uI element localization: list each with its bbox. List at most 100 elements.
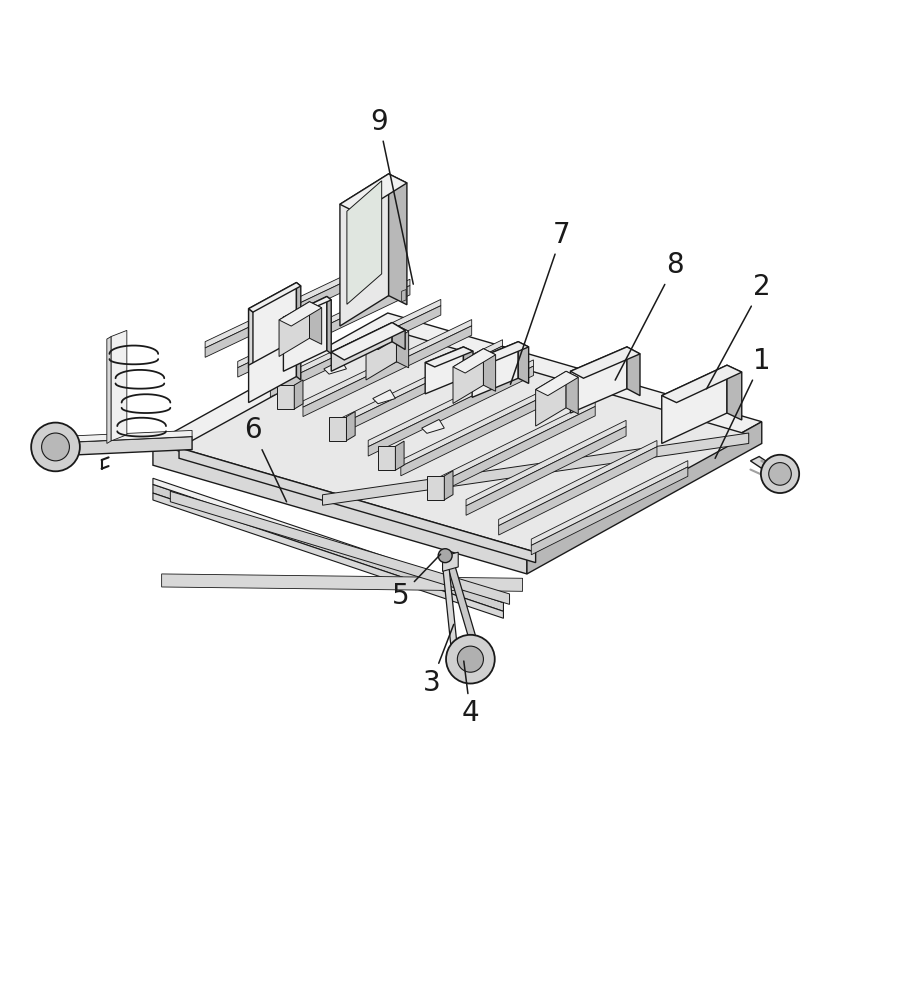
Polygon shape	[392, 323, 405, 350]
Text: 4: 4	[461, 661, 479, 727]
Polygon shape	[294, 380, 303, 409]
Polygon shape	[60, 437, 192, 456]
Polygon shape	[60, 430, 192, 443]
Polygon shape	[433, 406, 595, 496]
Polygon shape	[535, 371, 566, 426]
Polygon shape	[270, 306, 441, 397]
Polygon shape	[566, 371, 578, 414]
Polygon shape	[335, 340, 503, 427]
Polygon shape	[433, 400, 595, 486]
Polygon shape	[205, 259, 379, 348]
Polygon shape	[270, 299, 441, 387]
Polygon shape	[472, 342, 518, 397]
Polygon shape	[368, 366, 534, 456]
Text: 8: 8	[615, 251, 684, 380]
Polygon shape	[518, 342, 529, 383]
Polygon shape	[368, 360, 534, 447]
Polygon shape	[296, 339, 301, 380]
Polygon shape	[107, 336, 111, 443]
Polygon shape	[571, 347, 627, 413]
Text: 9: 9	[371, 108, 413, 284]
Polygon shape	[327, 296, 332, 354]
Polygon shape	[279, 302, 310, 356]
Polygon shape	[400, 380, 564, 466]
Polygon shape	[111, 330, 127, 441]
Polygon shape	[427, 476, 444, 500]
Polygon shape	[153, 484, 504, 611]
Polygon shape	[303, 320, 472, 407]
Polygon shape	[531, 461, 688, 545]
Polygon shape	[466, 420, 626, 506]
Circle shape	[458, 646, 484, 672]
Polygon shape	[153, 478, 504, 603]
Circle shape	[439, 549, 452, 563]
Polygon shape	[531, 467, 688, 555]
Polygon shape	[425, 347, 464, 394]
Text: 3: 3	[422, 624, 454, 697]
Circle shape	[42, 433, 70, 461]
Text: 7: 7	[510, 221, 571, 384]
Polygon shape	[750, 457, 775, 471]
Polygon shape	[464, 347, 473, 383]
Polygon shape	[446, 559, 479, 650]
Polygon shape	[332, 323, 392, 371]
Polygon shape	[466, 427, 626, 515]
Polygon shape	[323, 433, 748, 505]
Polygon shape	[310, 302, 322, 344]
Polygon shape	[248, 283, 296, 368]
Text: 2: 2	[707, 273, 771, 389]
Polygon shape	[453, 349, 496, 373]
Polygon shape	[237, 285, 410, 377]
Circle shape	[761, 455, 799, 493]
Polygon shape	[627, 347, 640, 396]
Polygon shape	[153, 493, 504, 618]
Polygon shape	[372, 390, 395, 404]
Polygon shape	[237, 279, 410, 368]
Polygon shape	[279, 302, 322, 326]
Polygon shape	[179, 448, 535, 563]
Polygon shape	[400, 386, 564, 476]
Polygon shape	[366, 325, 397, 380]
Polygon shape	[453, 349, 484, 403]
Polygon shape	[248, 309, 253, 371]
Polygon shape	[284, 296, 332, 321]
Polygon shape	[442, 552, 458, 571]
Polygon shape	[170, 491, 509, 604]
Polygon shape	[397, 325, 409, 368]
Polygon shape	[284, 296, 327, 371]
Polygon shape	[535, 371, 578, 396]
Polygon shape	[340, 174, 407, 213]
Polygon shape	[425, 347, 473, 367]
Polygon shape	[347, 181, 381, 304]
Polygon shape	[323, 360, 346, 374]
Polygon shape	[442, 563, 458, 650]
Polygon shape	[179, 330, 748, 552]
Text: 1: 1	[715, 347, 771, 458]
Circle shape	[446, 635, 495, 684]
Polygon shape	[272, 329, 294, 343]
Polygon shape	[444, 471, 453, 500]
Text: 5: 5	[392, 554, 440, 610]
Polygon shape	[498, 440, 657, 526]
Polygon shape	[161, 574, 523, 591]
Polygon shape	[296, 283, 301, 345]
Polygon shape	[395, 441, 404, 470]
Polygon shape	[248, 283, 301, 312]
Polygon shape	[153, 313, 762, 552]
Text: 6: 6	[244, 416, 286, 502]
Polygon shape	[378, 446, 395, 470]
Circle shape	[31, 423, 80, 471]
Polygon shape	[484, 349, 496, 391]
Polygon shape	[277, 385, 294, 409]
Polygon shape	[248, 339, 296, 403]
Polygon shape	[527, 422, 762, 574]
Polygon shape	[153, 443, 527, 574]
Polygon shape	[340, 174, 389, 326]
Polygon shape	[329, 417, 346, 441]
Polygon shape	[389, 174, 407, 305]
Polygon shape	[332, 323, 405, 360]
Polygon shape	[727, 365, 742, 420]
Polygon shape	[303, 326, 472, 417]
Polygon shape	[401, 290, 406, 302]
Polygon shape	[205, 265, 379, 357]
